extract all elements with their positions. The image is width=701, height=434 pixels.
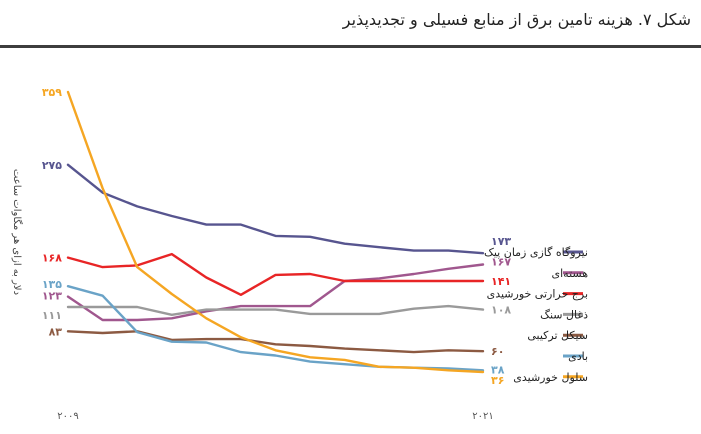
end-value-label: ۱۶۷ (491, 256, 511, 269)
series-line (66, 285, 485, 372)
legend-entry: نیروگاه گازی زمان پیک (484, 246, 588, 259)
chart-title: شکل ۷. هزینه تامین برق از منابع فسیلی و … (342, 10, 691, 29)
legend-entry: برج حرارتی خورشیدی (487, 288, 588, 301)
start-value-label: ۱۲۳ (42, 290, 62, 303)
series-line (66, 163, 485, 255)
legend-entry: ذغال سنگ (540, 308, 588, 321)
y-axis-label: دلار به ازای هر مگاوات ساعت (11, 169, 23, 295)
legend-entry: هسته‌ای (552, 267, 589, 280)
legend-entry: سیکل ترکیبی (527, 329, 588, 342)
end-value-label: ۱۴۱ (491, 275, 511, 288)
series-line (66, 90, 485, 374)
end-value-label: ۱۰۸ (491, 304, 511, 317)
end-value-label: ۳۸ (491, 363, 505, 376)
series-line (66, 330, 485, 354)
start-value-label: ۱۱۱ (42, 309, 62, 322)
start-value-label: ۳۵۹ (42, 86, 62, 99)
start-value-label: ۲۷۵ (42, 159, 62, 172)
title-divider (0, 45, 701, 48)
end-value-label: ۱۷۳ (491, 235, 511, 248)
legend-entry: بادی (568, 350, 588, 363)
end-value-label: ۶۰ (491, 345, 504, 358)
end-value-label: ۳۶ (491, 374, 504, 387)
series-line (66, 304, 485, 316)
start-value-label: ۱۳۵ (42, 278, 62, 291)
series-line (66, 263, 485, 322)
series-line (66, 252, 485, 296)
x-tick-label: ۲۰۲۱ (472, 411, 493, 422)
start-value-label: ۸۳ (49, 325, 63, 338)
start-value-label: ۱۶۸ (42, 252, 62, 265)
x-tick-label: ۲۰۰۹ (57, 411, 78, 422)
legend-entry: سلول خورشیدی (513, 371, 588, 384)
